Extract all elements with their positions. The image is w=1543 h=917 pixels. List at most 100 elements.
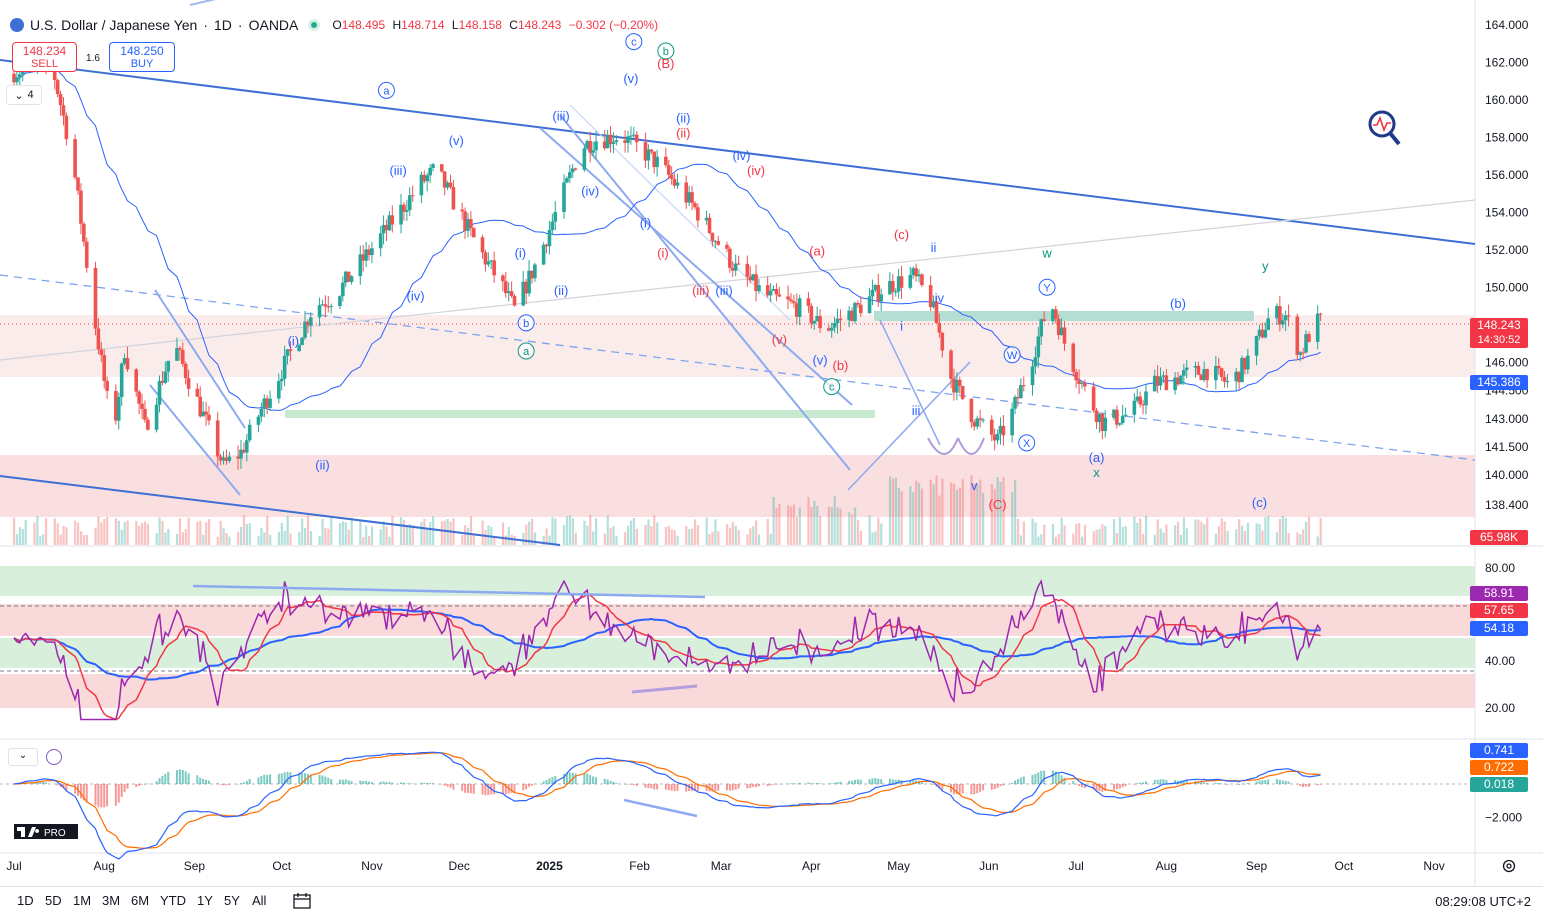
candle-body xyxy=(399,204,403,225)
date-range-icon[interactable] xyxy=(292,892,312,910)
time-axis-label: Dec xyxy=(449,859,470,873)
macd-hist-bar xyxy=(242,782,245,784)
macd-hist-bar xyxy=(548,778,551,784)
range-6m-button[interactable]: 6M xyxy=(131,893,150,908)
volume-bar xyxy=(627,525,630,545)
candle-body xyxy=(163,371,168,383)
volume-bar xyxy=(85,534,88,545)
volume-bar xyxy=(56,523,59,545)
macd-hist-bar xyxy=(522,784,525,791)
volume-bar xyxy=(141,522,144,545)
volume-bar xyxy=(443,520,446,545)
candle-body xyxy=(838,318,843,321)
volume-bar xyxy=(423,518,426,545)
macd-hist-bar xyxy=(816,783,819,784)
volume-bar xyxy=(33,522,36,545)
candle-body xyxy=(442,171,447,188)
volume-bar xyxy=(1022,521,1025,545)
candle-body xyxy=(489,260,494,262)
macd-hist-bar xyxy=(411,783,414,784)
candle-body xyxy=(829,327,834,331)
volume-bar xyxy=(1223,521,1226,545)
range-1d-button[interactable]: 1D xyxy=(17,893,34,908)
wave-label: b xyxy=(523,318,529,330)
macd-hist-bar xyxy=(1246,782,1249,784)
candle-body xyxy=(850,310,854,322)
median-trendline xyxy=(0,274,1476,461)
volume-bar xyxy=(1031,518,1034,545)
macd-hist-bar xyxy=(239,783,242,784)
macd-hist-bar xyxy=(513,784,516,793)
range-ytd-button[interactable]: YTD xyxy=(160,893,186,908)
candle-body xyxy=(859,304,863,314)
candle-body xyxy=(486,261,491,265)
volume-bar xyxy=(1072,533,1075,545)
buy-label: BUY xyxy=(130,58,154,70)
volume-bar xyxy=(688,529,691,545)
range-5y-button[interactable]: 5Y xyxy=(224,893,240,908)
macd-collapse-button[interactable]: ⌄ xyxy=(8,748,38,766)
wave-label: y xyxy=(1262,259,1269,274)
wave-label: (iv) xyxy=(732,148,750,163)
macd-hist-bar xyxy=(408,783,411,784)
price-tick-label: 150.000 xyxy=(1485,281,1529,295)
chart-canvas[interactable]: acb(B)(v)(iii)(v)(iii)(ii)(ii)(iv)(iv)(i… xyxy=(0,0,1543,886)
interval-label[interactable]: 1D xyxy=(214,17,232,33)
macd-hist-bar xyxy=(1200,782,1203,784)
settings-gear-icon[interactable] xyxy=(1501,858,1517,874)
range-all-button[interactable]: All xyxy=(252,893,267,908)
range-5d-button[interactable]: 5D xyxy=(45,893,62,908)
buy-button[interactable]: 148.250 BUY xyxy=(109,42,175,72)
candles xyxy=(12,47,1323,470)
sell-button[interactable]: 148.234 SELL xyxy=(12,42,77,72)
macd-hist-bar xyxy=(82,784,85,801)
macd-hist-bar xyxy=(461,784,464,791)
volume-bar xyxy=(449,521,452,545)
candle-body xyxy=(422,174,427,182)
candle-body xyxy=(934,301,939,324)
wave-label-circle xyxy=(1003,346,1021,364)
macd-hist-bar xyxy=(1156,779,1159,784)
candle-body xyxy=(867,296,872,314)
volume-bar xyxy=(117,520,120,545)
volume-bar xyxy=(318,536,321,545)
clock[interactable]: 08:29:08 UTC+2 xyxy=(1435,894,1531,909)
macd-hist-bar xyxy=(1098,784,1101,792)
rsi-ma2-tag: 54.18 xyxy=(1470,621,1528,636)
macd-hist-bar xyxy=(810,783,813,784)
macd-hist-bar xyxy=(565,772,568,784)
symbol-name[interactable]: U.S. Dollar / Japanese Yen xyxy=(30,17,198,33)
wave-label-circle xyxy=(517,314,535,332)
volume-bar xyxy=(950,482,953,545)
macd-hist-bar xyxy=(752,784,755,787)
volume-bar xyxy=(504,535,507,545)
rsi-divergence-line xyxy=(192,584,706,599)
candle-body xyxy=(96,328,101,350)
macd-hist-bar xyxy=(1258,780,1261,784)
volume-bar xyxy=(432,516,435,545)
volume-bar xyxy=(999,481,1002,545)
candle-body xyxy=(378,233,383,249)
volume-bars xyxy=(13,475,1322,545)
candle-body xyxy=(1260,329,1265,338)
candle-body xyxy=(978,418,982,420)
volume-bar xyxy=(266,515,269,545)
range-1m-button[interactable]: 1M xyxy=(73,893,92,908)
candle-body xyxy=(221,457,226,461)
range-3m-button[interactable]: 3M xyxy=(102,893,121,908)
candle-body xyxy=(387,215,392,231)
macd-hist-bar xyxy=(1124,784,1127,787)
volume-bar xyxy=(691,528,694,545)
refresh-icon[interactable] xyxy=(46,749,62,765)
volume-bar xyxy=(1063,525,1066,545)
volume-bar xyxy=(912,492,915,545)
candle-body xyxy=(76,177,80,191)
volume-bar xyxy=(635,528,638,545)
range-1y-button[interactable]: 1Y xyxy=(197,893,213,908)
candle-body xyxy=(643,142,648,161)
macd-hist-bar xyxy=(443,784,446,786)
indicators-collapse-button[interactable]: ⌄ 4 xyxy=(6,85,42,105)
wave-label: (B) xyxy=(657,56,674,71)
macd-hist-bar xyxy=(894,779,897,784)
candle-body xyxy=(175,348,179,361)
